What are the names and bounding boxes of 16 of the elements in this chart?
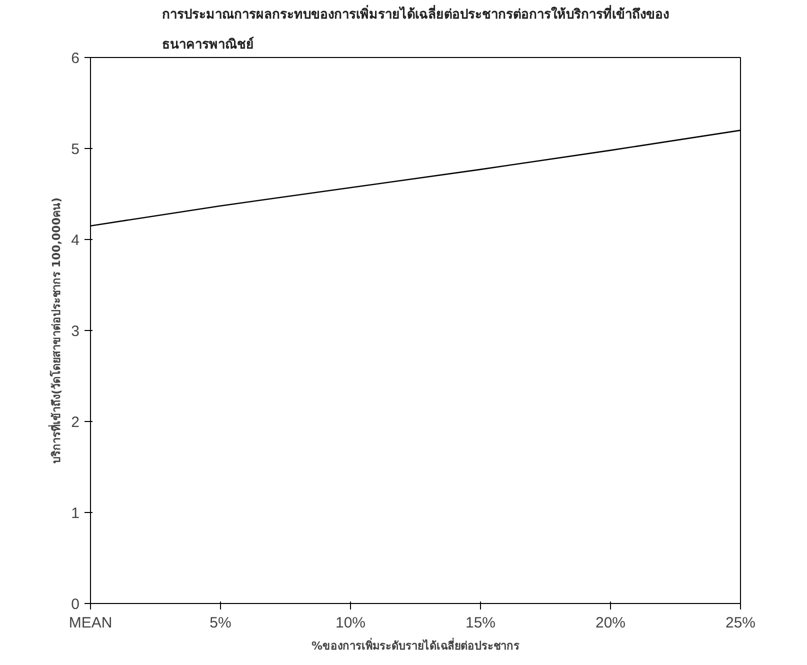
x-tick-label: 25% <box>725 614 756 632</box>
x-tick-label: 5% <box>210 614 232 632</box>
y-axis-title: บริการที่เข้าถึง(วัดโดยสาขาต่อประชากร 100,000คน) <box>48 197 64 464</box>
y-tick-label: 3 <box>71 323 80 340</box>
x-tick-label: 15% <box>465 614 496 632</box>
x-tick-label: 10% <box>335 614 366 632</box>
x-tick-label: MEAN <box>68 614 112 632</box>
y-tick-label: 5 <box>71 141 80 158</box>
y-tick-label: 0 <box>71 596 80 613</box>
y-tick-label: 2 <box>71 414 80 431</box>
y-tick-label: 4 <box>71 232 80 249</box>
y-tick-label: 6 <box>71 50 80 67</box>
x-axis-title: %ของการเพิ่มระดับรายได้เฉลี่ยต่อประชากร <box>311 638 520 652</box>
y-tick-label: 1 <box>71 505 80 522</box>
chart-title: การประมาณการผลกระทบของการเพิ่มรายได้เฉลี่ยต่อประชากรต่อการให้บริการที่เข้าถึงของ ธนาคารพาณิชย์ <box>162 4 669 52</box>
x-tick-label: 20% <box>595 614 626 632</box>
